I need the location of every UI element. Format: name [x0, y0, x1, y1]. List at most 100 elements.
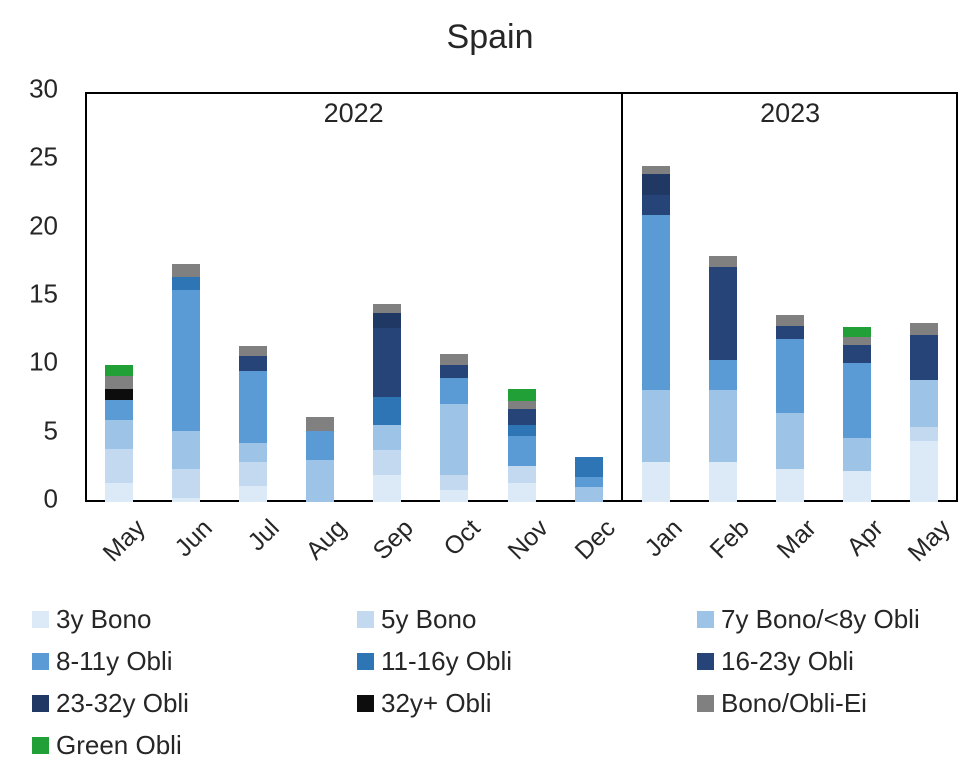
- bar-segment-8-11y-obli: [507, 436, 536, 467]
- x-axis-label-jul: Jul: [242, 514, 285, 557]
- bar-segment-11-16y-obli: [574, 456, 603, 478]
- x-axis-label-may: May: [97, 514, 151, 568]
- bar-segment-23-32y-obli: [641, 174, 670, 195]
- bar-segment-16-23y-obli: [373, 328, 402, 397]
- x-axis-label-jan: Jan: [639, 514, 688, 563]
- chart-title: Spain: [446, 18, 534, 56]
- bar-segment-8-11y-obli: [104, 399, 133, 420]
- bar-segment-bono-obli-ei: [910, 322, 939, 336]
- y-axis-tick-label: 15: [29, 278, 58, 309]
- bar-segment-8-11y-obli: [708, 359, 737, 390]
- legend-label: Bono/Obli-Ei: [721, 687, 867, 718]
- bar-segment-bono-obli-ei: [440, 354, 469, 366]
- legend-item-3y-bono: 3y Bono: [32, 604, 357, 635]
- bar-segment-3y-bono: [776, 469, 805, 502]
- bar-segment-5y-bono: [104, 448, 133, 483]
- legend-item-11-16y-obli: 11-16y Obli: [357, 646, 697, 677]
- legend-swatch-icon: [357, 610, 374, 628]
- bar-segment-32y-obli: [104, 388, 133, 400]
- legend-item-bono-obli-ei: Bono/Obli-Ei: [697, 688, 962, 719]
- bar-segment-bono-obli-ei: [238, 346, 267, 356]
- bar-segment-3y-bono: [238, 485, 267, 502]
- bar-segment-7y-bono-8y-obli: [238, 443, 267, 463]
- bar-segment-7y-bono-8y-obli: [306, 459, 335, 502]
- legend-label: Green Obli: [56, 729, 182, 760]
- stacked-bar-dec-2022: [574, 92, 603, 502]
- bar-segment-16-23y-obli: [776, 325, 805, 340]
- legend-label: 23-32y Obli: [56, 687, 189, 718]
- legend-item-green-obli: Green Obli: [32, 730, 357, 761]
- stacked-bar-mar-2023: [776, 92, 805, 502]
- legend-item-23-32y-obli: 23-32y Obli: [32, 688, 357, 719]
- bar-segment-bono-obli-ei: [306, 417, 335, 431]
- y-axis-tick-label: 30: [29, 73, 58, 104]
- legend-swatch-icon: [32, 652, 49, 670]
- stacked-bar-may-2023: [910, 92, 939, 502]
- bar-segment-bono-obli-ei: [171, 264, 200, 277]
- bar-segment-3y-bono: [843, 470, 872, 502]
- legend-item-7y-bono-8y-obli: 7y Bono/<8y Obli: [697, 604, 962, 635]
- year-divider-line: [621, 92, 624, 502]
- bar-segment-3y-bono: [641, 462, 670, 502]
- bar-segment-3y-bono: [440, 489, 469, 502]
- bar-segment-7y-bono-8y-obli: [171, 430, 200, 470]
- legend-label: 16-23y Obli: [721, 645, 854, 676]
- year-group-label: 2022: [323, 98, 384, 128]
- bar-segment-5y-bono: [440, 474, 469, 490]
- x-axis-label-oct: Oct: [438, 514, 487, 562]
- bar-segment-bono-obli-ei: [104, 376, 133, 389]
- bar-segment-3y-bono: [104, 482, 133, 502]
- bar-segment-5y-bono: [910, 426, 939, 441]
- bar-segment-3y-bono: [507, 482, 536, 502]
- stacked-bar-may-2022: [104, 92, 133, 502]
- bar-segment-7y-bono-8y-obli: [373, 425, 402, 451]
- bar-segment-7y-bono-8y-obli: [440, 403, 469, 475]
- bar-segment-8-11y-obli: [843, 362, 872, 438]
- bar-segment-16-23y-obli: [641, 194, 670, 215]
- bar-segment-16-23y-obli: [238, 355, 267, 371]
- x-axis-label-jun: Jun: [169, 514, 218, 563]
- bar-segment-7y-bono-8y-obli: [910, 380, 939, 427]
- bar-segment-3y-bono: [708, 462, 737, 502]
- bar-segment-bono-obli-ei: [843, 336, 872, 345]
- legend-label: 8-11y Obli: [56, 645, 173, 676]
- legend-swatch-icon: [697, 652, 714, 670]
- stacked-bar-aug-2022: [306, 92, 335, 502]
- bar-segment-7y-bono-8y-obli: [843, 437, 872, 471]
- stacked-bar-sep-2022: [373, 92, 402, 502]
- legend-swatch-icon: [32, 610, 49, 628]
- bar-segment-8-11y-obli: [641, 215, 670, 390]
- bar-segment-16-23y-obli: [843, 344, 872, 363]
- bar-segment-bono-obli-ei: [507, 400, 536, 410]
- y-axis-tick-label: 10: [29, 346, 58, 377]
- bar-segment-16-23y-obli: [507, 409, 536, 426]
- x-axis-label-apr: Apr: [841, 514, 890, 562]
- bar-segment-8-11y-obli: [238, 370, 267, 444]
- bar-segment-16-23y-obli: [708, 266, 737, 360]
- legend-label: 7y Bono/<8y Obli: [721, 603, 920, 634]
- x-axis-label-dec: Dec: [569, 514, 621, 566]
- stacked-bar-apr-2023: [843, 92, 872, 502]
- y-axis-tick-label: 5: [43, 415, 58, 446]
- legend-item-5y-bono: 5y Bono: [357, 604, 697, 635]
- stacked-bar-oct-2022: [440, 92, 469, 502]
- stacked-bar-jan-2023: [641, 92, 670, 502]
- bar-segment-8-11y-obli: [306, 430, 335, 460]
- chart-legend: 3y Bono 5y Bono 7y Bono/<8y Obli 8-11y Obli…: [32, 598, 962, 766]
- bar-segment-8-11y-obli: [171, 290, 200, 431]
- legend-swatch-icon: [32, 694, 49, 712]
- stacked-bar-jun-2022: [171, 92, 200, 502]
- bar-segment-7y-bono-8y-obli: [641, 389, 670, 463]
- year-group-label: 2023: [760, 98, 821, 128]
- bar-segment-3y-bono: [373, 474, 402, 502]
- legend-swatch-icon: [697, 694, 714, 712]
- x-axis-label-nov: Nov: [502, 514, 554, 566]
- legend-item-16-23y-obli: 16-23y Obli: [697, 646, 962, 677]
- bar-segment-bono-obli-ei: [641, 165, 670, 174]
- legend-swatch-icon: [357, 652, 374, 670]
- y-axis-tick-label: 0: [43, 483, 58, 514]
- y-axis-tick-label: 20: [29, 210, 58, 241]
- bar-segment-5y-bono: [373, 450, 402, 475]
- bar-segment-16-23y-obli: [910, 335, 939, 381]
